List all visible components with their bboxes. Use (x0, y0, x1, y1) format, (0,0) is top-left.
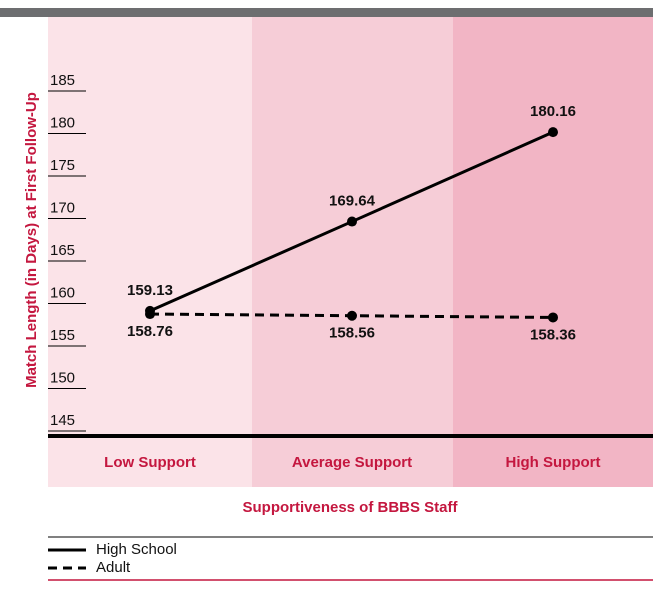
point (347, 216, 357, 227)
data-label: 158.36 (530, 326, 576, 343)
data-label: 169.64 (329, 193, 376, 210)
data-label: 159.13 (127, 282, 173, 299)
legend-label: Adult (96, 559, 131, 576)
data-label: 158.56 (329, 325, 375, 342)
band-bg (48, 17, 252, 487)
x-tick-label: High Support (506, 454, 601, 471)
y-tick-label: 165 (50, 242, 75, 259)
x-axis-label: Supportiveness of BBBS Staff (242, 499, 458, 516)
point (347, 310, 357, 321)
y-tick-label: 170 (50, 199, 75, 216)
data-label: 180.16 (530, 103, 576, 120)
top-bar (0, 8, 653, 17)
y-tick-label: 175 (50, 157, 75, 174)
point (145, 309, 155, 320)
y-tick-label: 160 (50, 284, 75, 301)
point (548, 312, 558, 323)
y-tick-label: 145 (50, 412, 75, 429)
y-tick-label: 150 (50, 369, 75, 386)
legend-label: High School (96, 541, 177, 558)
band-bg (453, 17, 653, 487)
x-tick-label: Average Support (292, 454, 412, 471)
y-tick-label: 180 (50, 114, 75, 131)
x-tick-label: Low Support (104, 454, 196, 471)
y-tick-label: 155 (50, 327, 75, 344)
y-tick-label: 185 (50, 72, 75, 89)
point (548, 127, 558, 138)
data-label: 158.76 (127, 323, 173, 340)
y-axis-label: Match Length (in Days) at First Follow-U… (23, 92, 40, 388)
